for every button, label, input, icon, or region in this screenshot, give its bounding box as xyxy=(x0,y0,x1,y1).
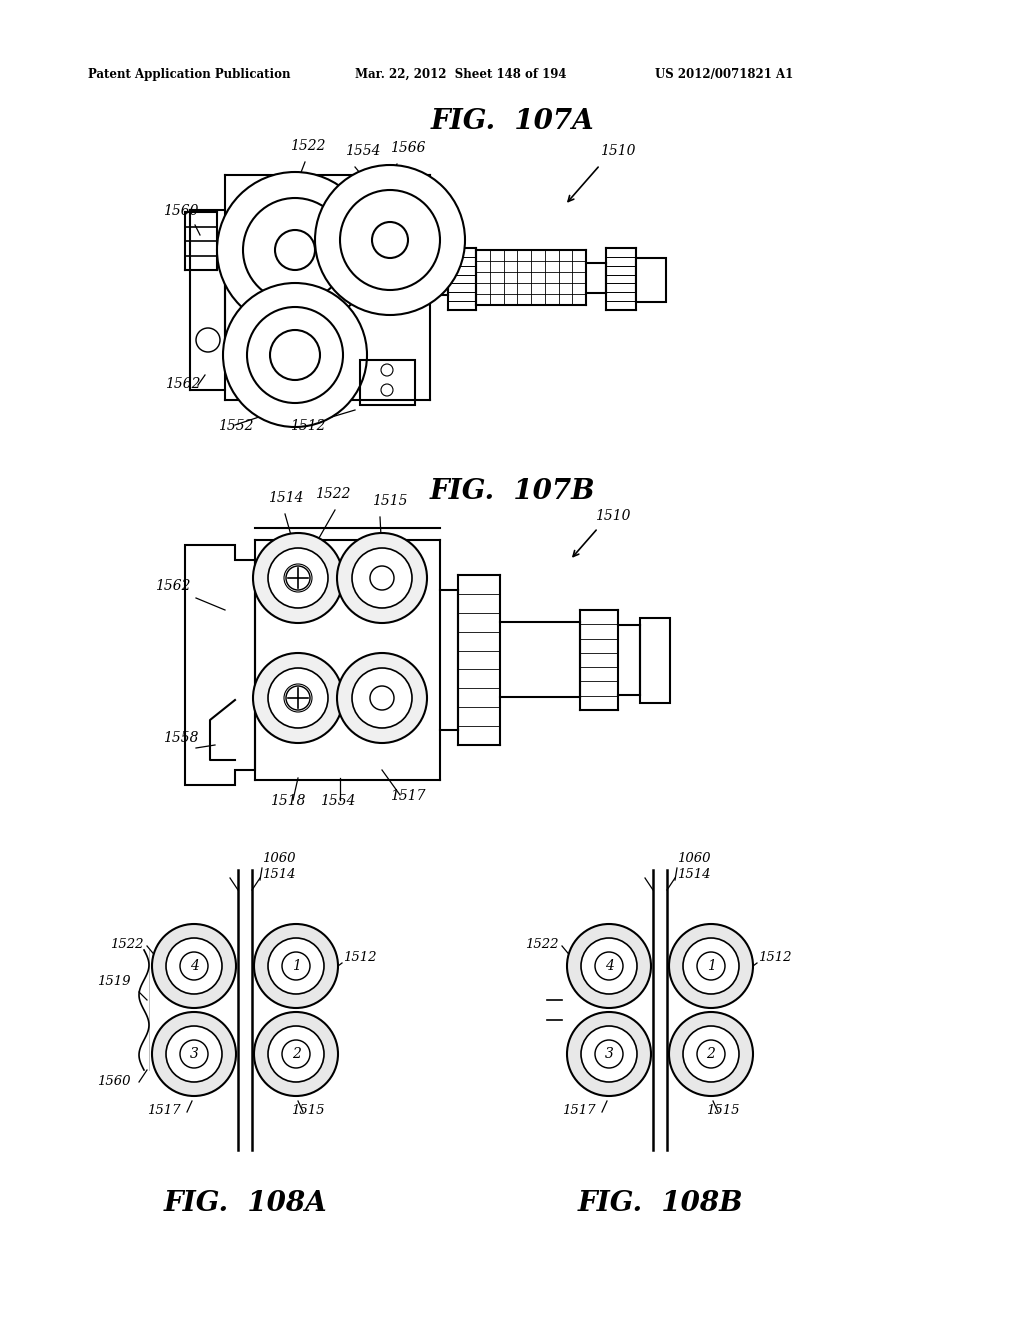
Circle shape xyxy=(217,172,373,327)
Text: 1566: 1566 xyxy=(390,141,426,154)
Circle shape xyxy=(282,952,310,979)
Circle shape xyxy=(352,548,412,609)
Text: 1554: 1554 xyxy=(345,144,381,158)
Text: 1517: 1517 xyxy=(390,789,426,803)
Text: FIG.  107B: FIG. 107B xyxy=(429,478,595,506)
Text: 1522: 1522 xyxy=(525,939,558,950)
Text: 1514: 1514 xyxy=(262,869,296,880)
Circle shape xyxy=(286,566,310,590)
Circle shape xyxy=(697,952,725,979)
Text: 1517: 1517 xyxy=(147,1104,180,1117)
Text: 1562: 1562 xyxy=(155,579,190,593)
Bar xyxy=(640,618,670,704)
Circle shape xyxy=(595,952,623,979)
Text: 1517: 1517 xyxy=(562,1104,596,1117)
Text: 1512: 1512 xyxy=(343,950,377,964)
Text: 1515: 1515 xyxy=(291,1104,325,1117)
Circle shape xyxy=(180,952,208,979)
Text: 1060: 1060 xyxy=(677,851,711,865)
Circle shape xyxy=(286,686,310,710)
Circle shape xyxy=(581,939,637,994)
Circle shape xyxy=(152,924,236,1008)
Circle shape xyxy=(669,924,753,1008)
Circle shape xyxy=(268,548,328,609)
Text: 2: 2 xyxy=(707,1047,716,1061)
Text: 1060: 1060 xyxy=(262,851,296,865)
Circle shape xyxy=(683,939,739,994)
Circle shape xyxy=(268,668,328,729)
Circle shape xyxy=(253,533,343,623)
Text: 1515: 1515 xyxy=(372,494,408,508)
Text: 1562: 1562 xyxy=(165,378,201,391)
Circle shape xyxy=(315,165,465,315)
Text: 1512: 1512 xyxy=(758,950,792,964)
Text: 1: 1 xyxy=(707,960,716,973)
Text: 4: 4 xyxy=(604,960,613,973)
Text: 1510: 1510 xyxy=(600,144,636,158)
Circle shape xyxy=(352,668,412,729)
Bar xyxy=(636,257,666,302)
Text: 1: 1 xyxy=(292,960,300,973)
Text: Mar. 22, 2012  Sheet 148 of 194: Mar. 22, 2012 Sheet 148 of 194 xyxy=(355,69,566,81)
Text: 4: 4 xyxy=(189,960,199,973)
Circle shape xyxy=(337,653,427,743)
Text: 1514: 1514 xyxy=(677,869,711,880)
Text: 2: 2 xyxy=(292,1047,300,1061)
Circle shape xyxy=(697,1040,725,1068)
Text: US 2012/0071821 A1: US 2012/0071821 A1 xyxy=(655,69,794,81)
Circle shape xyxy=(223,282,367,426)
Circle shape xyxy=(152,1012,236,1096)
Text: 1552: 1552 xyxy=(218,418,254,433)
Circle shape xyxy=(253,653,343,743)
Circle shape xyxy=(370,686,394,710)
Text: 1522: 1522 xyxy=(290,139,326,153)
Text: 1512: 1512 xyxy=(290,418,326,433)
Text: 1554: 1554 xyxy=(319,795,355,808)
Circle shape xyxy=(166,939,222,994)
Circle shape xyxy=(567,1012,651,1096)
Circle shape xyxy=(370,566,394,590)
Text: 1510: 1510 xyxy=(595,510,631,523)
Circle shape xyxy=(254,924,338,1008)
Text: 1560: 1560 xyxy=(97,1074,130,1088)
Circle shape xyxy=(581,1026,637,1082)
Text: FIG.  108A: FIG. 108A xyxy=(163,1191,327,1217)
Circle shape xyxy=(337,533,427,623)
Text: 1560: 1560 xyxy=(163,205,199,218)
Text: Patent Application Publication: Patent Application Publication xyxy=(88,69,291,81)
Circle shape xyxy=(683,1026,739,1082)
Circle shape xyxy=(254,1012,338,1096)
Text: 1558: 1558 xyxy=(163,731,199,744)
Circle shape xyxy=(567,924,651,1008)
Text: FIG.  108B: FIG. 108B xyxy=(578,1191,742,1217)
Text: 1522: 1522 xyxy=(110,939,143,950)
Text: FIG.  107A: FIG. 107A xyxy=(430,108,594,135)
Circle shape xyxy=(669,1012,753,1096)
Circle shape xyxy=(282,1040,310,1068)
Text: 1522: 1522 xyxy=(315,487,350,502)
Circle shape xyxy=(268,939,324,994)
Text: 3: 3 xyxy=(189,1047,199,1061)
Circle shape xyxy=(268,1026,324,1082)
Circle shape xyxy=(166,1026,222,1082)
Circle shape xyxy=(595,1040,623,1068)
Circle shape xyxy=(180,1040,208,1068)
Text: 1514: 1514 xyxy=(268,491,303,506)
Text: 1518: 1518 xyxy=(270,795,305,808)
Text: 1515: 1515 xyxy=(706,1104,739,1117)
Text: 3: 3 xyxy=(604,1047,613,1061)
Bar xyxy=(360,360,415,405)
Text: 1519: 1519 xyxy=(97,975,130,987)
